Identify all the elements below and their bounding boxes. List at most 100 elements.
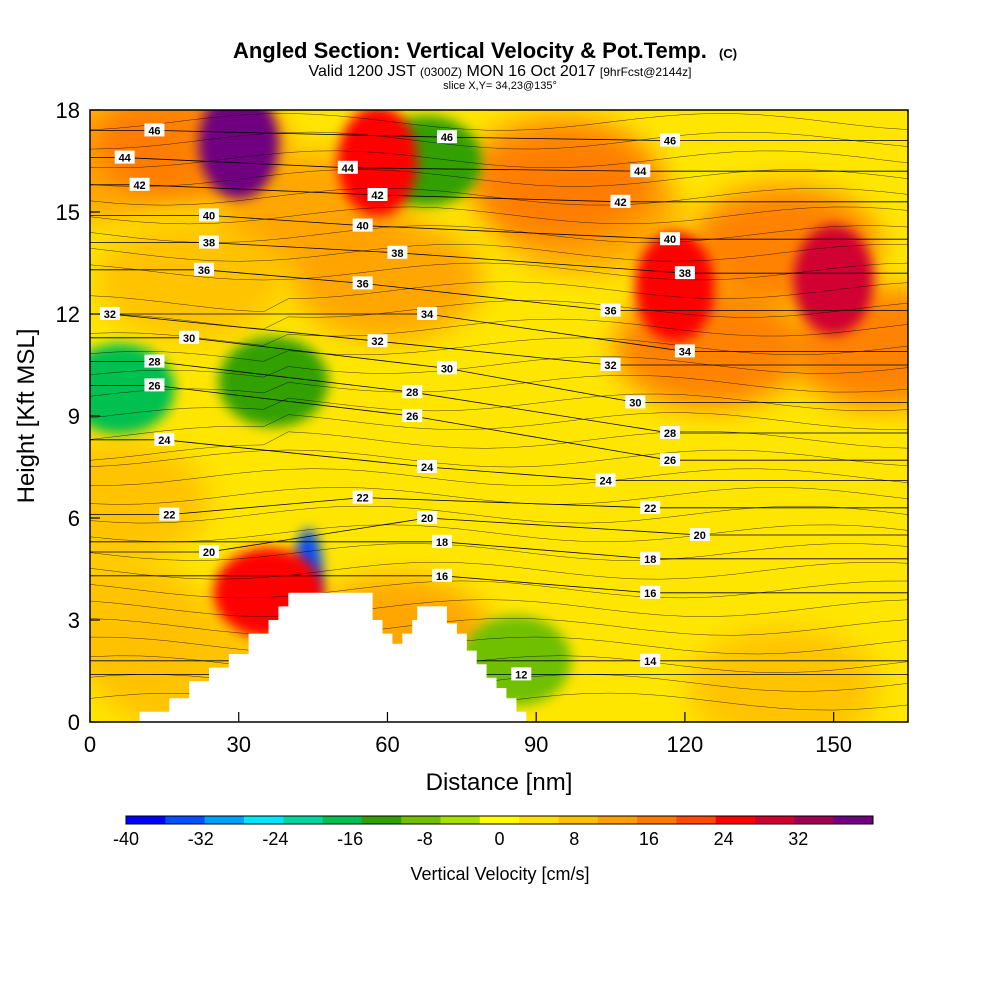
colorbar-tick-label: 24 (714, 829, 734, 849)
isotherm-label: 16 (431, 568, 452, 583)
colorbar-tick-label: 8 (569, 829, 579, 849)
svg-text:Valid 1200 JST (0300Z): Valid 1200 JST (0300Z) MON 16 Oct 2017 [… (309, 63, 692, 80)
isotherm-line (90, 169, 908, 187)
colorbar-tick-label: -32 (188, 829, 214, 849)
svg-text:36: 36 (604, 306, 616, 318)
svg-text:32: 32 (104, 309, 116, 321)
svg-text:Angled Section: Vertical Veloc: Angled Section: Vertical Velocity & Pot.… (233, 38, 737, 63)
isotherm-line (90, 524, 908, 543)
velocity-region (689, 628, 880, 722)
colorbar-tick-label: 16 (639, 829, 659, 849)
y-tick-label: 9 (68, 404, 80, 429)
valid-time-zulu: (0300Z) (420, 65, 462, 79)
colorbar-swatch (794, 816, 835, 824)
colorbar-swatch (165, 816, 206, 824)
isotherm-line (90, 449, 908, 468)
isotherm-label: 36 (194, 262, 215, 277)
x-tick-label: 60 (375, 732, 399, 757)
colorbar-tick-label: 0 (494, 829, 504, 849)
isotherm-line (90, 262, 908, 281)
colorbar-swatch (558, 816, 599, 824)
isotherm-line (90, 300, 908, 330)
svg-text:14: 14 (644, 656, 657, 668)
isotherm-label: 40 (660, 232, 681, 246)
colorbar-swatch (519, 816, 559, 824)
isotherm-line (90, 505, 908, 524)
isotherm-label: 24 (154, 432, 175, 447)
isotherm-label: 28 (144, 354, 165, 369)
isotherm-line (90, 487, 908, 505)
y-tick-label: 18 (56, 98, 80, 123)
isotherm-label: 20 (689, 528, 710, 542)
x-tick-label: 120 (667, 732, 704, 757)
x-axis-label: Distance [nm] (426, 769, 573, 796)
valid-date: MON 16 Oct 2017 (467, 63, 596, 80)
isotherm-label: 32 (99, 307, 120, 321)
isotherm-line (90, 375, 908, 397)
svg-text:38: 38 (391, 248, 403, 260)
x-tick-label: 90 (524, 732, 548, 757)
colorbar-tick-label: 32 (788, 829, 808, 849)
isotherm-label: 28 (402, 385, 423, 399)
colorbar-swatch (676, 816, 717, 824)
x-axis: 0 30 60 90 120 150 (84, 712, 852, 757)
isotherm-label: 14 (640, 653, 661, 668)
isotherm-label: 30 (625, 395, 646, 409)
svg-text:24: 24 (599, 476, 612, 488)
svg-text:24: 24 (158, 435, 171, 447)
x-tick-label: 150 (815, 732, 852, 757)
svg-text:22: 22 (163, 510, 175, 522)
isotherm-label: 22 (159, 507, 180, 522)
isotherm-label: 26 (144, 378, 165, 392)
colorbar-swatch (204, 816, 245, 824)
velocity-region (90, 441, 210, 561)
isotherm-label: 22 (640, 500, 661, 515)
colorbar-label: Vertical Velocity [cm/s] (410, 864, 589, 884)
isotherm-line (90, 580, 908, 599)
isotherm-label: 30 (179, 330, 200, 345)
y-axis-label: Height [Kft MSL] (13, 329, 40, 504)
svg-text:40: 40 (664, 234, 676, 246)
isotherm-label: 20 (198, 545, 219, 559)
x-tick-label: 30 (226, 732, 250, 757)
svg-text:20: 20 (694, 530, 706, 542)
contour-labels: 46 44 42 40 38 36 32 30 28 26 24 22 20 44 42 40 38 36 34 32… (99, 123, 710, 681)
isotherm-line (90, 575, 908, 594)
isotherm-label: 18 (431, 534, 452, 549)
isotherm-label: 32 (600, 358, 621, 372)
velocity-feature (218, 337, 329, 427)
isotherm-label: 46 (144, 123, 165, 137)
svg-text:26: 26 (664, 455, 676, 467)
isotherm-line (90, 468, 908, 486)
y-tick-label: 3 (68, 608, 80, 633)
isotherm-line (90, 187, 908, 206)
svg-text:22: 22 (644, 503, 656, 515)
colorbar-tick-label: -16 (337, 829, 363, 849)
isotherm-label: 40 (198, 208, 219, 222)
colorbar-tick-label: -8 (417, 829, 433, 849)
svg-text:44: 44 (634, 166, 647, 178)
isotherm-line (90, 244, 908, 262)
isotherm-line (90, 281, 908, 313)
isotherm-label: 30 (436, 361, 457, 375)
isotherm-line (90, 599, 908, 617)
chart-title: Angled Section: Vertical Velocity & Pot.… (233, 38, 707, 63)
colorbar-swatch (243, 816, 284, 824)
svg-text:44: 44 (342, 163, 355, 175)
colorbar-swatch (322, 816, 363, 824)
isotherm-line (90, 313, 908, 352)
isotherm-line (90, 655, 908, 673)
isotherm-label: 40 (352, 218, 373, 233)
isotherm-line (90, 206, 908, 225)
colorbar-tick-label: -40 (113, 829, 139, 849)
isotherm-line (90, 618, 908, 636)
isotherm-line (90, 393, 908, 419)
slice-info: slice X,Y= 34,23@135° (443, 80, 557, 92)
svg-text:20: 20 (421, 513, 433, 525)
isotherm-line (90, 131, 908, 150)
colorbar-swatch (479, 816, 520, 824)
terrain-mask (90, 592, 537, 722)
colorbar-swatch (361, 816, 402, 824)
svg-text:34: 34 (679, 346, 692, 358)
svg-text:20: 20 (203, 547, 215, 559)
